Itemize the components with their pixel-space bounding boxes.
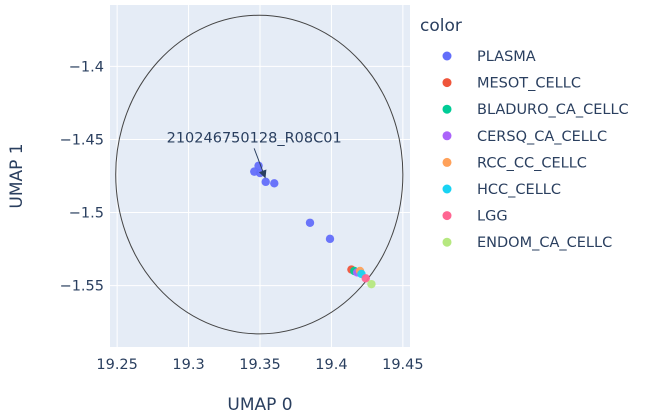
legend-item[interactable]: BLADURO_CA_CELLC xyxy=(442,102,629,118)
y-tick-label: −1.4 xyxy=(69,59,104,75)
legend-item[interactable]: MESOT_CELLC xyxy=(442,76,581,92)
annotation-label: 210246750128_R08C01 xyxy=(167,130,342,146)
legend: color PLASMA MESOT_CELLC BLADURO_CA_CELLC C… xyxy=(420,16,629,251)
data-point[interactable] xyxy=(254,161,263,170)
data-point[interactable] xyxy=(270,179,279,188)
legend-label: LGG xyxy=(477,209,508,225)
legend-item[interactable]: PLASMA xyxy=(442,49,536,65)
legend-label: CERSQ_CA_CELLC xyxy=(477,129,607,145)
legend-item[interactable]: LGG xyxy=(442,209,508,225)
legend-marker xyxy=(442,237,452,247)
legend-marker xyxy=(442,51,452,61)
legend-label: HCC_CELLC xyxy=(477,182,561,198)
data-point[interactable] xyxy=(255,168,265,178)
y-tick-label: −1.5 xyxy=(69,206,104,222)
legend-marker xyxy=(442,211,452,221)
annotation-layer: 210246750128_R08C01 xyxy=(167,130,342,179)
legend-marker xyxy=(442,131,452,141)
x-tick-label: 19.25 xyxy=(96,357,138,373)
data-point[interactable] xyxy=(261,177,270,187)
y-tick-label: −1.45 xyxy=(60,132,104,148)
legend-label: PLASMA xyxy=(477,49,536,65)
x-axis-ticks: 19.25 19.3 19.35 19.4 19.45 xyxy=(96,357,423,373)
legend-label: MESOT_CELLC xyxy=(477,76,581,92)
x-axis-title: UMAP 0 xyxy=(227,395,292,415)
legend-label: ENDOM_CA_CELLC xyxy=(477,235,612,251)
x-tick-label: 19.45 xyxy=(382,357,424,373)
x-tick-label: 19.35 xyxy=(239,357,281,373)
legend-item[interactable]: HCC_CELLC xyxy=(442,182,561,198)
legend-marker xyxy=(442,184,452,194)
legend-item[interactable]: RCC_CC_CELLC xyxy=(442,155,587,171)
shapes-layer xyxy=(115,14,404,335)
legend-marker xyxy=(442,104,452,114)
y-tick-label: −1.55 xyxy=(60,279,104,295)
legend-label: RCC_CC_CELLC xyxy=(477,155,587,171)
data-point[interactable] xyxy=(325,234,335,244)
y-axis-title: UMAP 1 xyxy=(7,143,27,208)
data-point[interactable] xyxy=(367,279,376,289)
x-tick-label: 19.3 xyxy=(172,357,204,373)
legend-label: BLADURO_CA_CELLC xyxy=(477,102,629,118)
circle-shape xyxy=(115,14,404,335)
data-point[interactable] xyxy=(361,274,370,283)
legend-marker xyxy=(442,157,452,167)
x-tick-label: 19.4 xyxy=(315,357,347,373)
annotation-arrow xyxy=(253,148,267,179)
legend-item[interactable]: ENDOM_CA_CELLC xyxy=(442,235,613,251)
data-point[interactable] xyxy=(305,218,315,227)
legend-item[interactable]: CERSQ_CA_CELLC xyxy=(442,129,608,145)
legend-marker xyxy=(442,78,452,88)
legend-title: color xyxy=(420,16,462,36)
y-axis-ticks: −1.4 −1.45 −1.5 −1.55 xyxy=(60,59,104,294)
